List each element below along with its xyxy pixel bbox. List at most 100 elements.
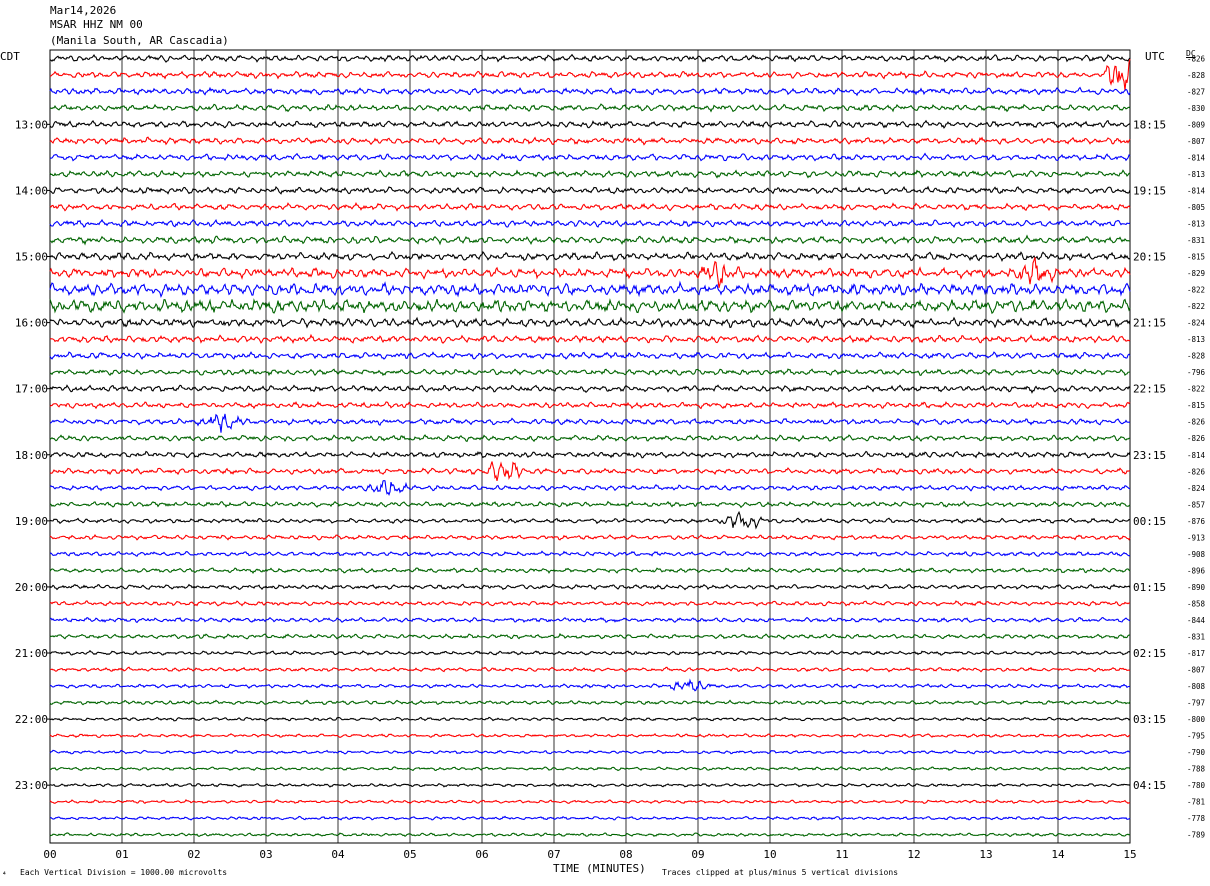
trace-row (49, 699, 1131, 706)
dc-offset-label: -807 (1187, 137, 1205, 146)
trace-row (49, 185, 1131, 195)
trace-row (49, 450, 1131, 459)
dc-offset-label: -828 (1187, 71, 1206, 80)
dc-offset-label: -824 (1187, 484, 1206, 493)
mouse-glyph-icon: ⁴ (2, 870, 7, 879)
dc-offset-label: -813 (1187, 335, 1205, 344)
dc-offset-label: -828 (1187, 352, 1206, 361)
dc-offset-label: -829 (1187, 269, 1205, 278)
dc-offset-label: -813 (1187, 219, 1205, 228)
dc-offset-label: -809 (1187, 120, 1205, 129)
dc-offset-label: -781 (1187, 798, 1205, 807)
timezone-right-label: UTC (1145, 50, 1165, 63)
right-hour-label: 19:15 (1133, 184, 1166, 197)
x-tick-label: 13 (979, 848, 992, 861)
x-tick-label: 03 (259, 848, 272, 861)
left-hour-label: 18:00 (15, 449, 48, 462)
dc-offset-label: -800 (1187, 715, 1206, 724)
trace-row (49, 479, 1131, 496)
dc-offset-label: -789 (1187, 831, 1205, 840)
trace-row (49, 316, 1131, 329)
right-hour-label: 22:15 (1133, 383, 1166, 396)
x-tick-label: 11 (835, 848, 848, 861)
trace-row (49, 434, 1131, 443)
trace-row (49, 257, 1131, 288)
x-tick-label: 12 (907, 848, 920, 861)
dc-offset-label: -896 (1187, 566, 1206, 575)
dc-offset-label: -822 (1187, 302, 1205, 311)
dc-offset-label: -826 (1187, 434, 1206, 443)
x-tick-label: 06 (475, 848, 488, 861)
dc-offset-label: -815 (1187, 401, 1205, 410)
trace-row (49, 583, 1131, 591)
right-hour-label: 20:15 (1133, 251, 1166, 264)
station-label: MSAR HHZ NM 00 (50, 18, 143, 31)
x-tick-label: 09 (691, 848, 704, 861)
dc-offset-label: -814 (1187, 451, 1206, 460)
dc-offset-label: -844 (1187, 616, 1206, 625)
right-hour-label: 23:15 (1133, 449, 1166, 462)
dc-offset-label: -831 (1187, 236, 1205, 245)
trace-row (49, 500, 1131, 509)
dc-offset-label: -913 (1187, 533, 1205, 542)
left-hour-label: 20:00 (15, 581, 48, 594)
trace-row (49, 732, 1131, 739)
trace-row (49, 103, 1131, 113)
trace-row (49, 136, 1131, 146)
trace-row (49, 413, 1131, 433)
left-hour-label: 23:00 (15, 779, 48, 792)
dc-offset-label: -814 (1187, 153, 1206, 162)
trace-row (49, 749, 1131, 755)
right-hour-label: 04:15 (1133, 779, 1166, 792)
trace-row (49, 280, 1131, 299)
trace-row (49, 832, 1131, 838)
left-hour-label: 21:00 (15, 647, 48, 660)
trace-row (49, 716, 1131, 722)
dc-offset-label: -822 (1187, 385, 1205, 394)
trace-row (49, 649, 1131, 656)
dc-offset-label: -827 (1187, 87, 1205, 96)
trace-row (49, 298, 1131, 315)
trace-row (49, 533, 1131, 541)
trace-row (49, 567, 1131, 575)
trace-row (49, 550, 1131, 558)
dc-offset-label: -807 (1187, 666, 1205, 675)
trace-row (49, 510, 1131, 530)
dc-offset-label: -817 (1187, 649, 1205, 658)
x-tick-label: 15 (1123, 848, 1136, 861)
x-tick-label: 14 (1051, 848, 1065, 861)
dc-offset-label: -822 (1187, 286, 1205, 295)
dc-offset-label: -857 (1187, 500, 1205, 509)
dc-offset-label: -830 (1187, 104, 1206, 113)
date-label: Mar14,2026 (50, 4, 117, 17)
trace-row (49, 384, 1131, 394)
dc-label: DC (1186, 49, 1196, 58)
dc-offset-label: -808 (1187, 682, 1206, 691)
left-hour-label: 15:00 (15, 251, 48, 264)
dc-offset-label: -797 (1187, 699, 1205, 708)
dc-offset-label: -831 (1187, 632, 1205, 641)
clip-note: Traces clipped at plus/minus 5 vertical … (662, 868, 899, 877)
dc-offset-label: -780 (1187, 781, 1206, 790)
x-tick-label: 01 (115, 848, 128, 861)
trace-row (49, 401, 1131, 410)
trace-row (49, 119, 1131, 129)
trace-row (49, 152, 1131, 162)
dc-offset-label: -826 (1187, 418, 1206, 427)
dc-offset-label: -805 (1187, 203, 1205, 212)
dc-offset-label: -790 (1187, 748, 1206, 757)
trace-row (49, 616, 1131, 624)
dc-offset-label: -826 (1187, 467, 1206, 476)
dc-offset-label: -815 (1187, 253, 1205, 262)
left-hour-label: 22:00 (15, 713, 48, 726)
dc-offset-label: -796 (1187, 368, 1206, 377)
trace-row (49, 58, 1131, 91)
right-hour-label: 21:15 (1133, 317, 1166, 330)
right-hour-label: 03:15 (1133, 713, 1166, 726)
dc-offset-label: -826 (1187, 54, 1206, 63)
trace-row (49, 169, 1131, 179)
dc-offset-label: -795 (1187, 732, 1205, 741)
trace-row (49, 351, 1131, 360)
trace-row (49, 368, 1131, 377)
left-hour-label: 13:00 (15, 118, 48, 131)
